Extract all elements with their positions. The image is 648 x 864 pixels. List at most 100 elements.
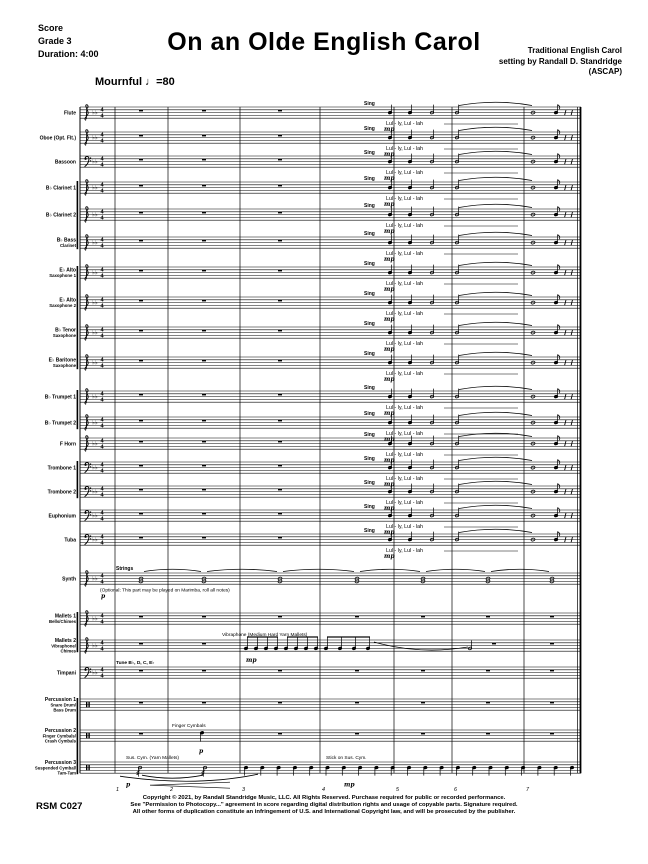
dynamic-marking: mp — [384, 529, 395, 536]
staff-label: Bells/Chimes — [49, 619, 77, 624]
notehead — [530, 537, 536, 542]
time-signature-bottom: 4 — [100, 333, 104, 339]
whole-rest — [355, 701, 359, 704]
notehead — [530, 110, 536, 115]
rest-mark — [564, 512, 567, 519]
tremolo-slash — [201, 770, 205, 773]
dynamic-marking: mp — [384, 201, 395, 208]
whole-rest — [486, 701, 490, 704]
crescendo-hairpin — [149, 781, 231, 786]
time-signature-bottom: 4 — [100, 363, 104, 369]
whole-rest — [202, 393, 206, 396]
score-info-block: Score Grade 3 Duration: 4:00 — [38, 22, 99, 61]
group-bracket — [76, 181, 79, 250]
dynamic-marking: mp — [384, 376, 395, 383]
notehead — [485, 579, 491, 584]
whole-rest — [202, 536, 206, 539]
notehead — [530, 489, 536, 494]
bass-clef-icon — [84, 533, 90, 546]
whole-rest — [202, 669, 206, 672]
key-signature: ♭♭ — [92, 465, 98, 472]
notehead — [530, 330, 536, 335]
sing-text: Sing — [364, 101, 375, 107]
rest-mark — [564, 239, 567, 246]
whole-rest — [139, 211, 143, 214]
stick-sus-cym-text: Stick on Sus. Cym. — [326, 755, 367, 761]
slur — [458, 385, 533, 390]
notehead — [530, 300, 536, 305]
notehead — [530, 240, 536, 245]
treble-clef-icon — [84, 129, 89, 146]
time-signature-top: 4 — [100, 439, 104, 445]
staff-label: E♭ Alto — [59, 268, 76, 274]
percussion-clef-icon — [88, 701, 90, 708]
staff-label: Oboe (Opt. Flt.) — [40, 135, 77, 141]
staff-label: B♭ Trumpet 2 — [45, 420, 76, 426]
whole-rest — [355, 732, 359, 735]
whole-rest — [550, 732, 554, 735]
sing-text: Sing — [364, 203, 375, 209]
rest-mark — [570, 134, 573, 141]
finger-cymbals-text: Finger Cymbals — [172, 723, 206, 729]
key-signature: ♭♭ — [92, 643, 98, 650]
staff-label: E♭ Baritone — [49, 358, 77, 364]
tremolo-slash — [136, 770, 140, 773]
slur — [458, 432, 533, 437]
key-signature: ♭♭ — [92, 441, 98, 448]
rest-mark — [570, 359, 573, 366]
bass-clef-icon — [84, 155, 90, 168]
treble-clef-icon — [84, 435, 89, 452]
staff-label: Bass Drum — [53, 708, 76, 713]
whole-rest — [278, 419, 282, 422]
notehead — [530, 185, 536, 190]
slur — [458, 480, 533, 485]
rest-mark — [570, 536, 573, 543]
whole-rest — [139, 440, 143, 443]
whole-rest — [139, 512, 143, 515]
key-signature: ♭♭ — [92, 270, 98, 277]
time-signature-bottom: 4 — [100, 540, 104, 546]
time-signature-bottom: 4 — [100, 619, 104, 625]
slur — [490, 568, 550, 572]
lyric-text: Lul - ly, Lul - lah — [386, 524, 423, 530]
sing-text: Sing — [364, 528, 375, 534]
time-signature-top: 4 — [100, 157, 104, 163]
key-signature: ♭♭ — [92, 110, 98, 117]
notehead — [530, 159, 536, 164]
lyric-text: Lul - ly, Lul - lah — [386, 371, 423, 377]
whole-rest — [421, 701, 425, 704]
bass-clef-icon — [84, 509, 90, 522]
whole-rest — [278, 488, 282, 491]
time-signature-top: 4 — [100, 210, 104, 216]
whole-rest — [550, 642, 554, 645]
whole-rest — [139, 184, 143, 187]
dynamic-marking: mp — [384, 505, 395, 512]
staff-label: B♭ Clarinet 1 — [46, 185, 76, 191]
tempo-value: =80 — [156, 76, 175, 88]
whole-rest — [421, 732, 425, 735]
whole-rest — [278, 669, 282, 672]
sing-text: Sing — [364, 432, 375, 438]
sing-text: Sing — [364, 480, 375, 486]
key-signature: ♭♭ — [92, 576, 98, 583]
beam — [247, 636, 278, 638]
staff-timpani: Timpani ♭♭44 Tune B♭, D, C, E♭ — [57, 660, 581, 679]
eighth-flag — [557, 388, 561, 394]
staff-label: E♭ Alto — [59, 298, 76, 304]
page-title: On an Olde English Carol — [167, 28, 481, 56]
beam — [327, 636, 370, 638]
whole-rest — [278, 464, 282, 467]
eighth-flag — [557, 435, 561, 441]
rest-mark — [564, 488, 567, 495]
slur — [458, 321, 533, 326]
bass-clef-dot — [90, 538, 92, 540]
lyric-text: Lul - ly, Lul - lah — [386, 341, 423, 347]
